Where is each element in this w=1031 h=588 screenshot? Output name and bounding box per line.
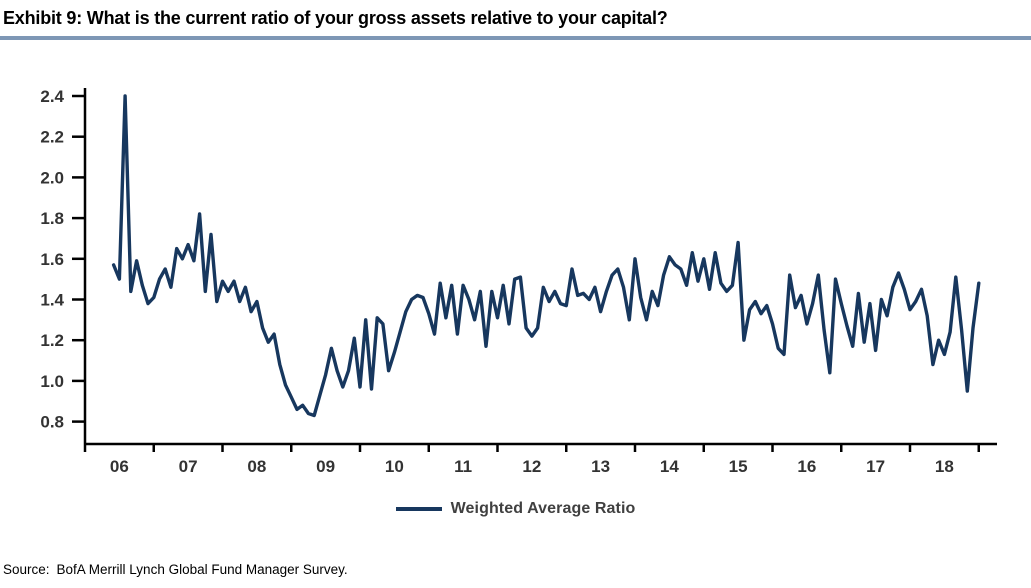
y-tick-label: 0.8 [40,413,64,432]
x-tick-label: 18 [935,457,954,476]
source-label: Source: [3,562,50,577]
y-tick-label: 1.8 [40,209,64,228]
x-tick-label: 11 [454,457,472,476]
y-tick-label: 2.4 [40,87,64,106]
y-tick-label: 1.6 [40,250,64,269]
exhibit-title: Exhibit 9: What is the current ratio of … [3,8,668,28]
x-tick-label: 16 [797,457,816,476]
legend-line-swatch [395,507,442,511]
title-rule [0,36,1031,40]
y-tick-label: 2.2 [40,128,64,147]
x-tick-label: 08 [247,457,266,476]
legend-label: Weighted Average Ratio [450,500,636,517]
x-tick-label: 09 [316,457,335,476]
legend: Weighted Average Ratio [0,500,1031,518]
x-tick-label: 15 [729,457,748,476]
source-text: BofA Merrill Lynch Global Fund Manager S… [56,562,348,577]
x-tick-label: 12 [522,457,541,476]
y-tick-label: 1.0 [40,372,64,391]
weighted-average-ratio-line [111,94,981,418]
y-tick-label: 1.2 [40,331,64,350]
y-tick-label: 2.0 [40,168,64,187]
x-tick-label: 13 [591,457,610,476]
x-tick-label: 10 [385,457,404,476]
x-tick-label: 06 [110,457,129,476]
x-tick-label: 17 [866,457,885,476]
x-tick-label: 14 [660,457,679,476]
source-note: Source: BofA Merrill Lynch Global Fund Ma… [3,562,348,577]
x-tick-label: 07 [179,457,198,476]
y-tick-label: 1.4 [40,291,64,310]
